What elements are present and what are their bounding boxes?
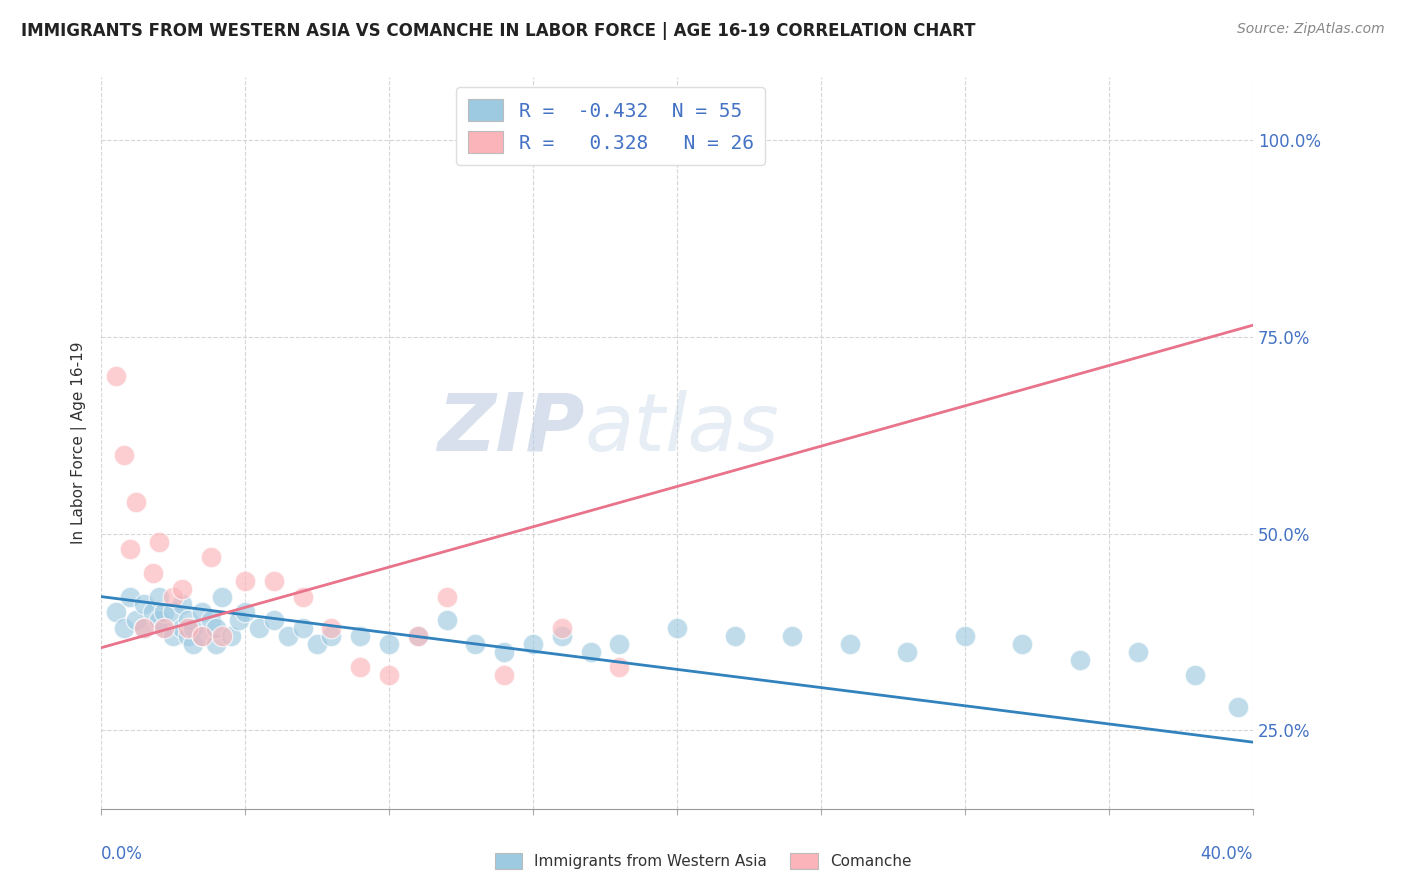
Point xyxy=(896,645,918,659)
Point xyxy=(780,629,803,643)
Point xyxy=(838,637,860,651)
Point xyxy=(134,621,156,635)
Point xyxy=(1227,699,1250,714)
Text: 40.0%: 40.0% xyxy=(1201,845,1253,863)
Point xyxy=(436,590,458,604)
Point xyxy=(118,590,141,604)
Legend: R =  -0.432  N = 55, R =   0.328   N = 26: R = -0.432 N = 55, R = 0.328 N = 26 xyxy=(457,87,765,165)
Point xyxy=(291,621,314,635)
Point xyxy=(1184,668,1206,682)
Point xyxy=(125,495,148,509)
Text: Source: ZipAtlas.com: Source: ZipAtlas.com xyxy=(1237,22,1385,37)
Point xyxy=(181,637,204,651)
Point xyxy=(228,613,250,627)
Point xyxy=(176,621,198,635)
Point xyxy=(291,590,314,604)
Point xyxy=(162,629,184,643)
Point xyxy=(953,629,976,643)
Point xyxy=(233,574,256,588)
Point xyxy=(153,621,176,635)
Point xyxy=(191,629,214,643)
Point xyxy=(170,598,193,612)
Point xyxy=(494,668,516,682)
Point xyxy=(1126,645,1149,659)
Point xyxy=(148,590,170,604)
Point xyxy=(170,621,193,635)
Point xyxy=(665,133,688,147)
Point xyxy=(211,629,233,643)
Point xyxy=(112,621,135,635)
Point xyxy=(378,637,401,651)
Point xyxy=(118,542,141,557)
Text: ZIP: ZIP xyxy=(437,390,585,467)
Point xyxy=(104,605,127,619)
Y-axis label: In Labor Force | Age 16-19: In Labor Force | Age 16-19 xyxy=(72,342,87,544)
Point xyxy=(277,629,299,643)
Point xyxy=(112,448,135,462)
Point xyxy=(191,605,214,619)
Point xyxy=(176,629,198,643)
Point xyxy=(205,621,228,635)
Point xyxy=(551,629,574,643)
Point xyxy=(134,598,156,612)
Point xyxy=(134,621,156,635)
Point xyxy=(464,637,486,651)
Point xyxy=(162,590,184,604)
Point xyxy=(551,621,574,635)
Point xyxy=(205,637,228,651)
Point xyxy=(125,613,148,627)
Point xyxy=(665,621,688,635)
Point xyxy=(162,605,184,619)
Text: 0.0%: 0.0% xyxy=(101,845,143,863)
Point xyxy=(307,637,329,651)
Point xyxy=(148,613,170,627)
Point xyxy=(1011,637,1033,651)
Point xyxy=(579,645,602,659)
Legend: Immigrants from Western Asia, Comanche: Immigrants from Western Asia, Comanche xyxy=(488,847,918,875)
Point xyxy=(153,605,176,619)
Point xyxy=(609,637,631,651)
Point xyxy=(723,629,745,643)
Point xyxy=(181,621,204,635)
Point xyxy=(191,629,214,643)
Point xyxy=(200,550,222,565)
Point xyxy=(148,534,170,549)
Point xyxy=(349,629,371,643)
Point xyxy=(153,621,176,635)
Point xyxy=(349,660,371,674)
Point xyxy=(609,660,631,674)
Point xyxy=(522,637,544,651)
Point xyxy=(378,668,401,682)
Point xyxy=(406,629,429,643)
Text: IMMIGRANTS FROM WESTERN ASIA VS COMANCHE IN LABOR FORCE | AGE 16-19 CORRELATION : IMMIGRANTS FROM WESTERN ASIA VS COMANCHE… xyxy=(21,22,976,40)
Point xyxy=(176,613,198,627)
Point xyxy=(142,605,165,619)
Point xyxy=(170,582,193,596)
Point xyxy=(219,629,242,643)
Point xyxy=(211,590,233,604)
Point xyxy=(1069,652,1091,666)
Point xyxy=(494,645,516,659)
Point xyxy=(436,613,458,627)
Point xyxy=(200,613,222,627)
Point xyxy=(406,629,429,643)
Point xyxy=(263,613,285,627)
Point xyxy=(104,369,127,384)
Point xyxy=(321,621,343,635)
Point xyxy=(142,566,165,580)
Point xyxy=(233,605,256,619)
Point xyxy=(263,574,285,588)
Point xyxy=(249,621,271,635)
Text: atlas: atlas xyxy=(585,390,779,467)
Point xyxy=(321,629,343,643)
